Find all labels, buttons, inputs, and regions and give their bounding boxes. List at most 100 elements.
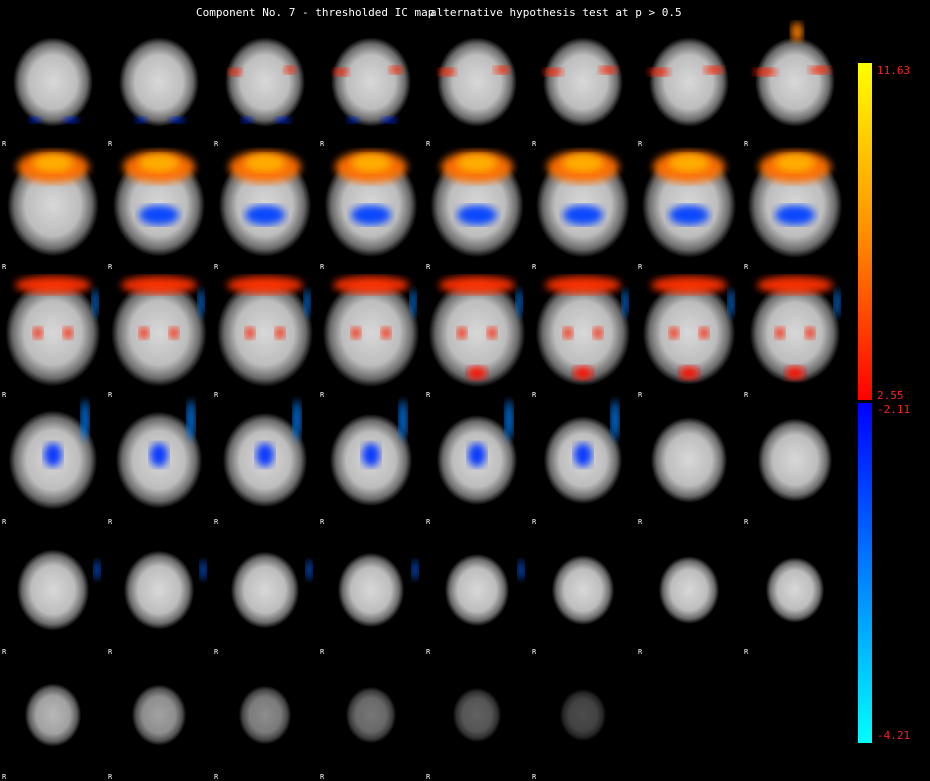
orientation-label: R: [532, 648, 537, 656]
orientation-label: R: [744, 648, 749, 656]
orientation-label: R: [426, 391, 431, 399]
orientation-label: R: [2, 140, 7, 148]
orientation-label: R: [532, 263, 537, 271]
brain-slice: [131, 684, 187, 746]
orientation-label: R: [320, 518, 325, 526]
activation: [381, 117, 397, 123]
orientation-label: R: [108, 518, 113, 526]
activation: [439, 276, 515, 294]
activation: [306, 560, 312, 580]
orientation-label: R: [108, 773, 113, 781]
activation: [351, 154, 391, 172]
activation: [757, 276, 833, 294]
activation: [494, 66, 510, 74]
orientation-label: R: [214, 518, 219, 526]
orientation-label: R: [638, 140, 643, 148]
activation: [669, 154, 709, 172]
brain-slice: [230, 551, 300, 629]
orientation-label: R: [320, 140, 325, 148]
activation: [457, 205, 497, 225]
activation: [256, 443, 274, 467]
activation: [139, 154, 179, 172]
slices: R R R R R R R R R R R R R R R R R R R R R R R R R R R R R R R R R R R R R R R R…: [2, 22, 843, 781]
activation: [15, 276, 91, 294]
orientation-label: R: [638, 391, 643, 399]
orientation-label: R: [108, 648, 113, 656]
activation: [187, 400, 195, 440]
orientation-label: R: [532, 140, 537, 148]
orientation-label: R: [214, 140, 219, 148]
activation: [293, 400, 301, 440]
activation: [775, 327, 785, 339]
activation: [139, 205, 179, 225]
orientation-label: R: [744, 518, 749, 526]
activation: [44, 443, 62, 467]
brain-slice: [543, 37, 623, 127]
orientation-label: R: [744, 263, 749, 271]
orientation-label: R: [532, 518, 537, 526]
activation: [169, 117, 185, 123]
activation: [389, 66, 403, 74]
brain-slice: [331, 37, 411, 127]
activation: [92, 289, 98, 317]
orientation-label: R: [744, 391, 749, 399]
activation: [228, 68, 242, 76]
activation: [622, 289, 628, 317]
brain-slice: [437, 37, 517, 127]
activation: [505, 400, 513, 440]
brain-slice: [337, 552, 405, 628]
activation: [545, 276, 621, 294]
activation: [573, 366, 593, 380]
activation: [791, 22, 803, 42]
brain-slice: [119, 37, 199, 127]
brain-slice: [24, 683, 82, 747]
brain-slice: [658, 556, 720, 624]
activation: [333, 276, 409, 294]
activation: [333, 68, 349, 76]
activation: [33, 327, 43, 339]
activation: [599, 66, 617, 74]
activation: [284, 66, 296, 74]
activation: [834, 289, 840, 317]
colorbar-label: 2.55: [877, 389, 904, 402]
colorbar-negative: [858, 403, 872, 743]
activation: [399, 400, 407, 440]
activation: [347, 117, 359, 123]
activation: [241, 117, 253, 123]
activation: [33, 154, 73, 172]
activation: [29, 117, 41, 123]
brain-slice: [559, 688, 607, 742]
activation: [381, 327, 391, 339]
activation: [135, 117, 147, 123]
brain-slice: [551, 555, 615, 625]
activation: [563, 154, 603, 172]
activation: [753, 68, 777, 76]
orientation-label: R: [426, 518, 431, 526]
orientation-label: R: [214, 648, 219, 656]
activation: [121, 276, 197, 294]
activation: [699, 327, 709, 339]
activation: [487, 327, 497, 339]
activation: [150, 443, 168, 467]
brain-slice: [765, 557, 825, 623]
colorbar-positive: [858, 63, 872, 400]
orientation-label: R: [214, 391, 219, 399]
activation: [467, 366, 487, 380]
activation: [679, 366, 699, 380]
brain-slice: [755, 37, 835, 127]
activation: [543, 68, 563, 76]
activation: [648, 68, 670, 76]
activation: [728, 289, 734, 317]
activation: [245, 205, 285, 225]
activation: [785, 366, 805, 380]
brain-slice: [649, 37, 729, 127]
colorbar-label: -4.21: [877, 729, 910, 742]
activation: [81, 400, 89, 440]
activation: [351, 205, 391, 225]
activation: [563, 327, 573, 339]
brain-slice: [5, 279, 101, 387]
activation: [651, 276, 727, 294]
orientation-label: R: [532, 773, 537, 781]
orientation-label: R: [320, 773, 325, 781]
brain-slice: [13, 37, 93, 127]
